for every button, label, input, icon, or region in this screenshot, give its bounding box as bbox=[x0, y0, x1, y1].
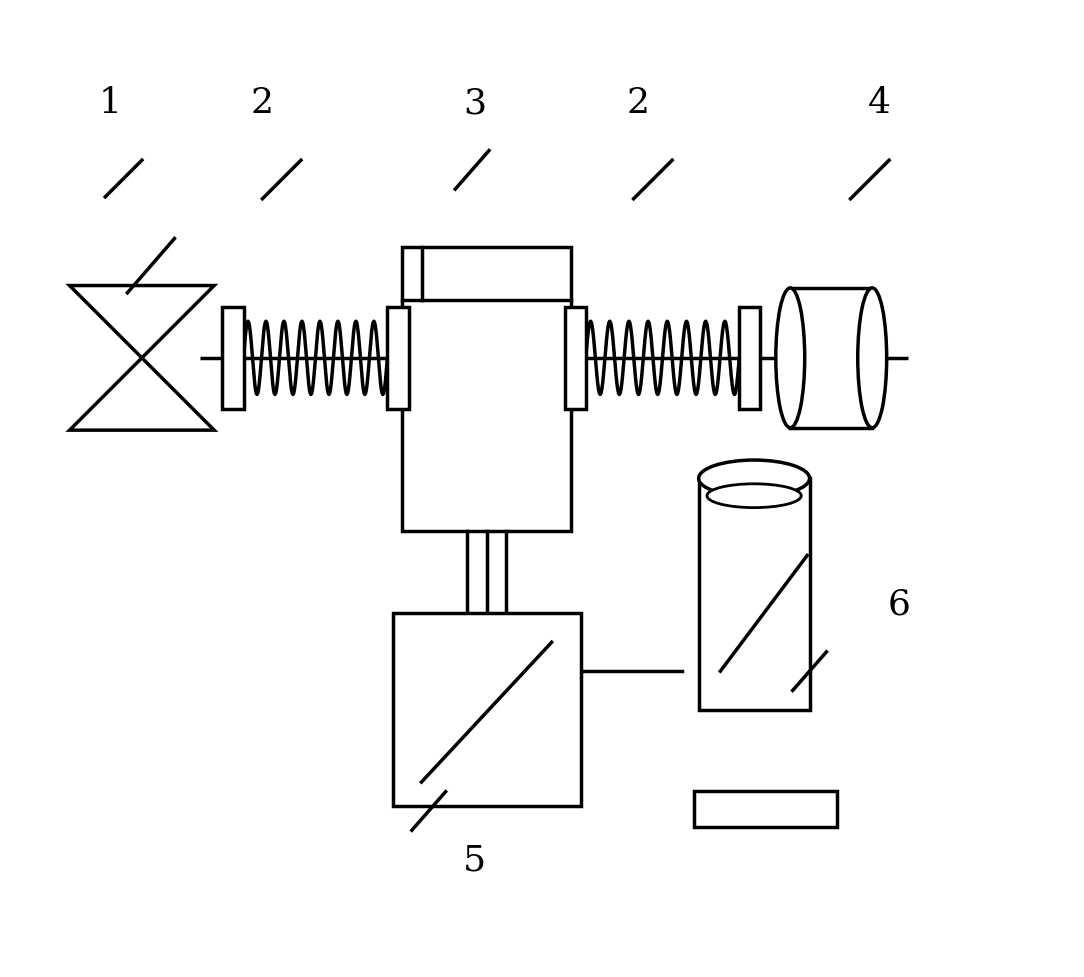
Bar bbox=[739, 307, 761, 409]
Ellipse shape bbox=[699, 460, 810, 497]
Text: 6: 6 bbox=[888, 587, 911, 621]
Bar bbox=[695, 791, 837, 828]
Bar bbox=[392, 614, 581, 806]
Ellipse shape bbox=[857, 288, 887, 428]
Polygon shape bbox=[69, 359, 215, 431]
Text: 5: 5 bbox=[463, 842, 486, 876]
Bar bbox=[387, 307, 409, 409]
Ellipse shape bbox=[707, 485, 801, 508]
Ellipse shape bbox=[776, 288, 804, 428]
Polygon shape bbox=[69, 286, 215, 359]
Text: 3: 3 bbox=[463, 86, 486, 120]
Text: 2: 2 bbox=[627, 86, 650, 120]
Bar bbox=[402, 248, 571, 531]
Bar bbox=[222, 307, 244, 409]
Text: 1: 1 bbox=[99, 86, 121, 120]
Text: 2: 2 bbox=[250, 86, 274, 120]
Bar bbox=[565, 307, 585, 409]
Bar bbox=[790, 288, 873, 428]
Bar bbox=[699, 479, 810, 710]
Text: 4: 4 bbox=[868, 86, 891, 120]
